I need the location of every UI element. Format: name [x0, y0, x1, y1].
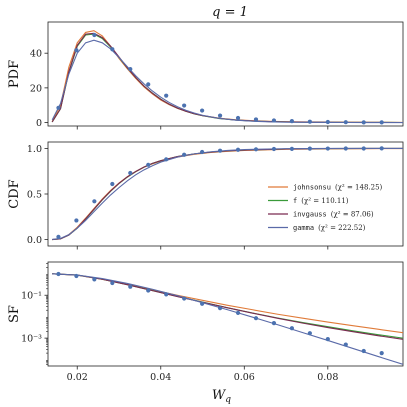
x-tick-label: 0.06 — [234, 372, 255, 383]
x-tick-label: 0.08 — [317, 372, 338, 383]
data-point — [146, 82, 151, 87]
y-tick-label: 20 — [30, 83, 42, 94]
data-point — [361, 348, 366, 354]
pdf-panel: 0 20 40 PDF — [7, 21, 404, 130]
data-point — [200, 108, 205, 113]
data-point — [200, 149, 205, 155]
y-tick-label: 0.0 — [27, 235, 42, 246]
data-point — [110, 181, 115, 187]
chart-title: q = 1 — [212, 5, 248, 20]
series-line-f — [51, 33, 403, 124]
data-point — [379, 351, 384, 356]
data-point — [56, 105, 61, 110]
data-point — [271, 118, 277, 123]
data-point — [217, 306, 223, 311]
y-tick-label: 40 — [30, 49, 42, 60]
data-point — [217, 148, 223, 153]
legend-entry-gamma: gamma (χ² = 222.52) — [293, 224, 366, 232]
data-point — [271, 321, 277, 326]
data-point — [182, 103, 187, 108]
data-point — [128, 284, 133, 289]
data-point — [92, 32, 97, 38]
data-point — [307, 331, 312, 336]
data-point — [146, 162, 151, 167]
series-line-f — [52, 273, 403, 339]
data-point — [361, 146, 366, 151]
y-axis-title: SF — [7, 305, 22, 323]
data-point — [128, 67, 133, 72]
data-point — [164, 157, 169, 162]
data-point — [253, 147, 259, 152]
data-point — [56, 271, 61, 277]
data-point — [235, 310, 241, 316]
legend-entry-f: f (χ² = 110.11) — [293, 197, 349, 205]
series-line-johnsonsu — [52, 273, 403, 334]
cdf-panel: 0.0 0.5 1.0 CDF — [7, 141, 404, 250]
data-point — [92, 199, 97, 204]
sf-panel: 0.02 0.04 0.06 0.08 10⁻¹ 10⁻³ SF Wq — [7, 261, 404, 405]
data-point — [343, 342, 348, 347]
y-tick-label: 1.0 — [27, 144, 42, 155]
x-tick-label: 0.04 — [150, 372, 171, 383]
data-point — [289, 146, 295, 151]
y-axis-title: PDF — [7, 60, 22, 88]
legend-entry-johnsonsu: johnsonsu (χ² = 148.25) — [293, 184, 383, 192]
legend-entry-invgauss: invgauss (χ² = 87.06) — [293, 211, 374, 219]
plot-frame — [47, 261, 404, 367]
y-tick-label: 10⁻³ — [21, 334, 42, 345]
data-point — [289, 326, 295, 331]
data-point — [325, 337, 330, 342]
series-line-gamma — [51, 39, 403, 124]
data-point — [56, 234, 61, 239]
data-point — [128, 170, 133, 176]
data-point — [361, 120, 366, 125]
data-point — [74, 218, 79, 223]
data-point — [325, 146, 330, 151]
series-line-invgauss — [51, 32, 403, 124]
data-point — [182, 152, 187, 157]
y-tick-label: 10⁻¹ — [21, 291, 42, 302]
data-point — [271, 146, 277, 152]
y-axis-title: CDF — [7, 179, 22, 208]
y-tick-label: 0.5 — [27, 190, 42, 201]
data-point — [253, 117, 259, 122]
data-point — [307, 146, 312, 151]
data-point — [74, 273, 79, 279]
y-tick-label: 0 — [36, 118, 42, 129]
x-tick-label: 0.02 — [67, 372, 88, 383]
data-point — [253, 316, 259, 321]
x-axis-title: Wq — [212, 388, 231, 405]
legend: johnsonsu (χ² = 148.25) f (χ² = 110.11) invg… — [268, 184, 383, 232]
data-point — [343, 146, 348, 151]
data-point — [74, 48, 79, 53]
data-point — [110, 280, 115, 286]
series-line-invgauss — [52, 273, 403, 340]
series-line-gamma — [52, 273, 403, 365]
data-point — [217, 113, 223, 118]
data-point — [235, 115, 241, 121]
data-point — [182, 296, 187, 301]
data-point — [325, 119, 330, 125]
data-point — [343, 120, 348, 125]
data-point — [146, 288, 151, 293]
data-point — [379, 120, 384, 125]
series-line-gamma — [52, 147, 403, 240]
data-point — [92, 277, 97, 282]
data-point — [164, 292, 169, 297]
data-point — [379, 146, 384, 151]
data-point — [200, 301, 205, 306]
data-point — [235, 147, 241, 152]
data-point — [307, 119, 312, 124]
plot-frame — [47, 21, 404, 127]
data-point — [164, 93, 169, 98]
data-point — [289, 119, 295, 124]
data-point — [110, 47, 115, 52]
